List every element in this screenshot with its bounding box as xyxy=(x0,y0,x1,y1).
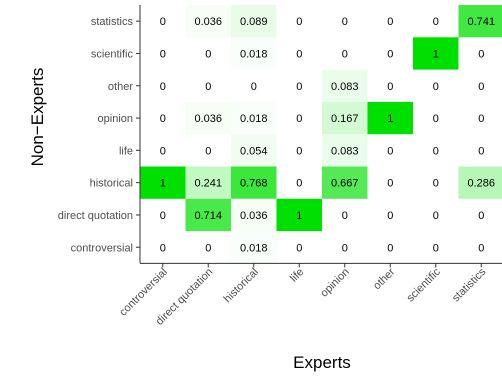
cell-value-label: 0.083 xyxy=(331,81,359,93)
x-tick-label: historical xyxy=(222,266,261,305)
cell-value-label: 0.241 xyxy=(194,178,222,190)
x-tick-label: other xyxy=(371,266,397,292)
cell-value-label: 0 xyxy=(296,242,302,254)
cell-value-label: 0.083 xyxy=(331,145,359,157)
cell-value-label: 0 xyxy=(433,178,439,190)
y-tick-label: direct quotation xyxy=(58,210,133,222)
y-tick-label: other xyxy=(108,81,133,93)
cell-value-label: 0.018 xyxy=(240,48,268,60)
cell-value-label: 0 xyxy=(205,145,211,157)
cell-value-label: 0 xyxy=(433,242,439,254)
cell-value-label: 0 xyxy=(478,81,484,93)
cell-value-label: 0 xyxy=(205,242,211,254)
cell-value-label: 0 xyxy=(433,145,439,157)
cell-value-label: 0 xyxy=(160,81,166,93)
cell-value-label: 0.714 xyxy=(194,210,222,222)
cell-value-label: 0 xyxy=(387,48,393,60)
cell-value-label: 1 xyxy=(296,210,302,222)
cell-value-label: 1 xyxy=(433,48,439,60)
cell-value-label: 0 xyxy=(433,16,439,28)
cell-value-label: 0 xyxy=(342,242,348,254)
y-tick-label: opinion xyxy=(98,113,133,125)
cell-value-label: 0 xyxy=(342,210,348,222)
y-axis: statistics scientific other opinion life hist… xyxy=(58,5,140,263)
cell-value-label: 0 xyxy=(433,210,439,222)
x-tick-label: opinion xyxy=(318,266,352,300)
y-tick-label: scientific xyxy=(91,48,134,60)
cell-value-label: 0.036 xyxy=(194,113,222,125)
cell-value-label: 0 xyxy=(205,81,211,93)
cell-value-label: 0.167 xyxy=(331,113,359,125)
cell-value-label: 0 xyxy=(342,48,348,60)
y-tick-label: historical xyxy=(90,178,133,190)
cell-value-label: 0.667 xyxy=(331,178,359,190)
heatmap-cells xyxy=(140,5,502,263)
x-axis-title: Experts xyxy=(293,353,351,372)
cell-value-label: 0 xyxy=(251,81,257,93)
cell-value-label: 0.036 xyxy=(240,210,268,222)
y-tick-label: life xyxy=(119,145,133,157)
cell-value-label: 0.741 xyxy=(467,16,495,28)
cell-value-label: 0.089 xyxy=(240,16,268,28)
cell-value-label: 0 xyxy=(296,48,302,60)
cell-value-label: 0 xyxy=(160,16,166,28)
cell-value-label: 0 xyxy=(478,113,484,125)
x-tick-label: statistics xyxy=(450,266,489,305)
cell-value-label: 0 xyxy=(160,210,166,222)
cell-value-label: 0 xyxy=(296,113,302,125)
cell-value-label: 0 xyxy=(296,145,302,157)
cell-value-label: 0 xyxy=(160,48,166,60)
cell-value-label: 0 xyxy=(160,242,166,254)
cell-value-label: 0 xyxy=(387,145,393,157)
cell-value-label: 0.036 xyxy=(194,16,222,28)
cell-value-label: 0 xyxy=(478,242,484,254)
cell-value-label: 0.286 xyxy=(467,178,495,190)
cell-value-label: 0 xyxy=(160,113,166,125)
cell-value-label: 0.018 xyxy=(240,242,268,254)
x-tick-label: scientific xyxy=(405,266,444,305)
cell-value-label: 0 xyxy=(478,210,484,222)
cell-value-label: 0.018 xyxy=(240,113,268,125)
y-tick-label: controversial xyxy=(71,242,133,254)
cell-value-label: 0 xyxy=(433,81,439,93)
x-tick-label: life xyxy=(288,266,306,284)
cell-value-label: 1 xyxy=(387,113,393,125)
cell-value-label: 0 xyxy=(478,48,484,60)
cell-value-label: 0 xyxy=(387,81,393,93)
cell-value-label: 0 xyxy=(296,81,302,93)
cell-value-label: 0 xyxy=(296,16,302,28)
cell-value-label: 0 xyxy=(478,145,484,157)
y-axis-title: Non−Experts xyxy=(28,68,47,167)
cell-value-label: 0 xyxy=(387,178,393,190)
cell-value-label: 0 xyxy=(433,113,439,125)
cell-value-label: 0 xyxy=(342,16,348,28)
cell-value-label: 0.054 xyxy=(240,145,268,157)
cell-value-label: 0 xyxy=(205,48,211,60)
cell-value-label: 0 xyxy=(296,178,302,190)
cell-value-label: 0.768 xyxy=(240,178,268,190)
cell-value-label: 0 xyxy=(387,210,393,222)
y-tick-label: statistics xyxy=(91,16,134,28)
cell-value-label: 0 xyxy=(160,145,166,157)
cell-value-label: 1 xyxy=(160,178,166,190)
cell-value-label: 0 xyxy=(387,16,393,28)
cell-value-label: 0 xyxy=(387,242,393,254)
